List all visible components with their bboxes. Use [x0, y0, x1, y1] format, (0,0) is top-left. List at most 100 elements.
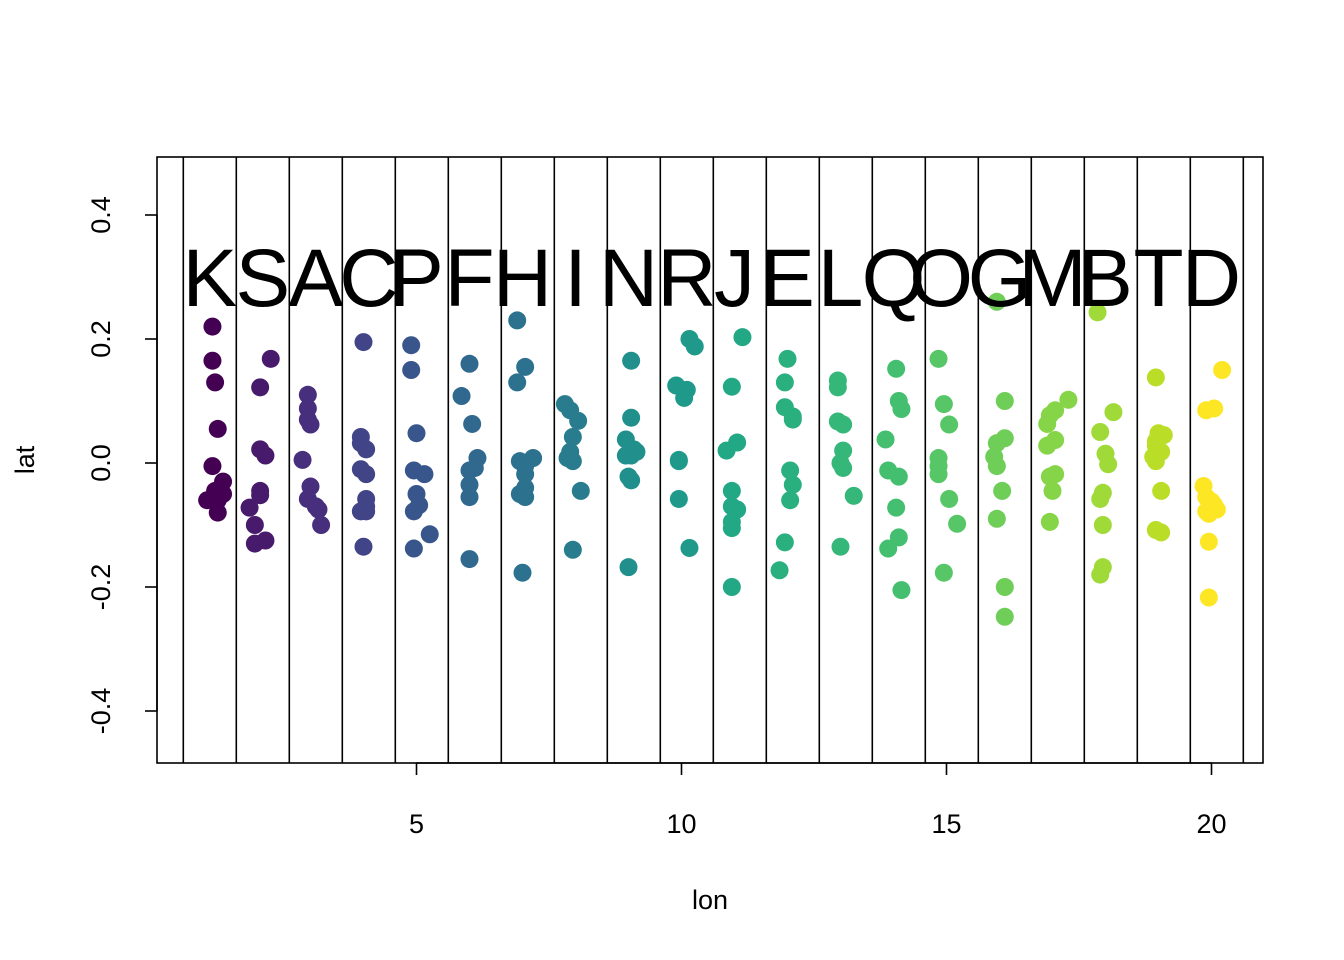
data-point — [203, 457, 222, 476]
data-point — [240, 498, 259, 517]
y-tick-label: -0.4 — [86, 688, 116, 735]
group-label: E — [760, 233, 815, 324]
data-point — [357, 440, 376, 459]
data-point — [934, 395, 953, 414]
group-label: L — [818, 233, 864, 324]
data-point — [420, 525, 439, 544]
data-point — [722, 578, 741, 596]
data-point — [1059, 390, 1078, 409]
data-point — [1146, 368, 1165, 387]
data-point — [460, 461, 479, 480]
data-point — [828, 378, 847, 397]
group-label: A — [288, 233, 343, 324]
data-point — [940, 489, 959, 508]
group-label: M — [1018, 233, 1086, 324]
data-point — [513, 563, 532, 582]
data-point — [733, 328, 752, 347]
data-point — [251, 486, 270, 505]
data-point — [569, 411, 588, 430]
x-tick-label: 5 — [409, 809, 424, 839]
data-point — [669, 489, 688, 508]
data-point — [309, 500, 328, 519]
group-label: I — [564, 233, 587, 324]
data-point — [781, 491, 800, 510]
data-point — [892, 581, 911, 600]
data-point — [563, 427, 582, 446]
data-point — [987, 292, 1006, 311]
data-point — [1213, 361, 1232, 379]
data-point — [1038, 414, 1057, 433]
group-label: R — [657, 233, 716, 324]
data-point — [722, 377, 741, 396]
data-point — [301, 415, 320, 434]
data-point — [402, 361, 421, 379]
x-axis-title: lon — [692, 885, 728, 915]
data-point — [889, 528, 908, 547]
y-axis: -0.4 -0.2 0.0 0.2 0.4 — [86, 196, 158, 735]
data-point — [1146, 452, 1165, 471]
x-tick-label: 20 — [1196, 809, 1226, 839]
y-tick-label: 0.2 — [86, 320, 116, 358]
data-point — [616, 446, 635, 465]
data-point — [717, 441, 736, 460]
group-label: H — [493, 233, 552, 324]
data-point — [508, 311, 527, 330]
group-label: N — [599, 233, 658, 324]
data-point — [357, 465, 376, 484]
data-point — [722, 519, 741, 538]
data-point — [463, 414, 482, 433]
data-point — [203, 317, 222, 336]
data-point — [516, 465, 535, 484]
data-point — [402, 336, 421, 355]
data-point — [879, 539, 898, 558]
data-point — [995, 392, 1014, 410]
x-axis: 5 10 15 20 — [409, 762, 1227, 839]
data-point — [892, 400, 911, 419]
data-point — [834, 458, 853, 477]
data-point — [1104, 403, 1123, 422]
data-point — [251, 378, 270, 397]
data-point — [298, 385, 317, 404]
data-point — [460, 354, 479, 373]
data-point — [876, 430, 895, 449]
data-point — [622, 471, 641, 490]
y-tick-label: 0.0 — [86, 444, 116, 482]
data-point — [987, 457, 1006, 476]
data-point — [460, 475, 479, 494]
data-point — [407, 424, 426, 443]
data-point — [1091, 423, 1110, 441]
data-point — [775, 533, 794, 552]
data-point — [404, 539, 423, 558]
data-point — [1152, 523, 1171, 542]
data-point — [995, 607, 1014, 626]
data-point — [622, 408, 641, 427]
data-point — [563, 452, 582, 471]
data-point — [887, 498, 906, 517]
data-point — [940, 415, 959, 434]
group-label: G — [968, 233, 1032, 324]
y-tick-label: 0.4 — [86, 196, 116, 234]
group-label: F — [444, 233, 494, 324]
group-label: B — [1078, 233, 1133, 324]
data-point — [460, 488, 479, 507]
group-label: S — [235, 233, 290, 324]
data-point — [887, 359, 906, 378]
data-point — [1197, 401, 1216, 420]
data-point — [929, 349, 948, 368]
data-point — [619, 558, 638, 577]
data-point — [1091, 565, 1110, 584]
data-point — [1199, 588, 1218, 607]
data-point — [929, 465, 948, 484]
data-point — [934, 563, 953, 582]
group-label: O — [909, 233, 973, 324]
data-point — [993, 481, 1012, 500]
data-point — [622, 351, 641, 370]
data-point — [778, 349, 797, 368]
data-point — [404, 502, 423, 521]
group-label: C — [339, 233, 398, 324]
data-point — [1038, 436, 1057, 455]
data-point — [675, 388, 694, 407]
data-point — [1040, 467, 1059, 486]
